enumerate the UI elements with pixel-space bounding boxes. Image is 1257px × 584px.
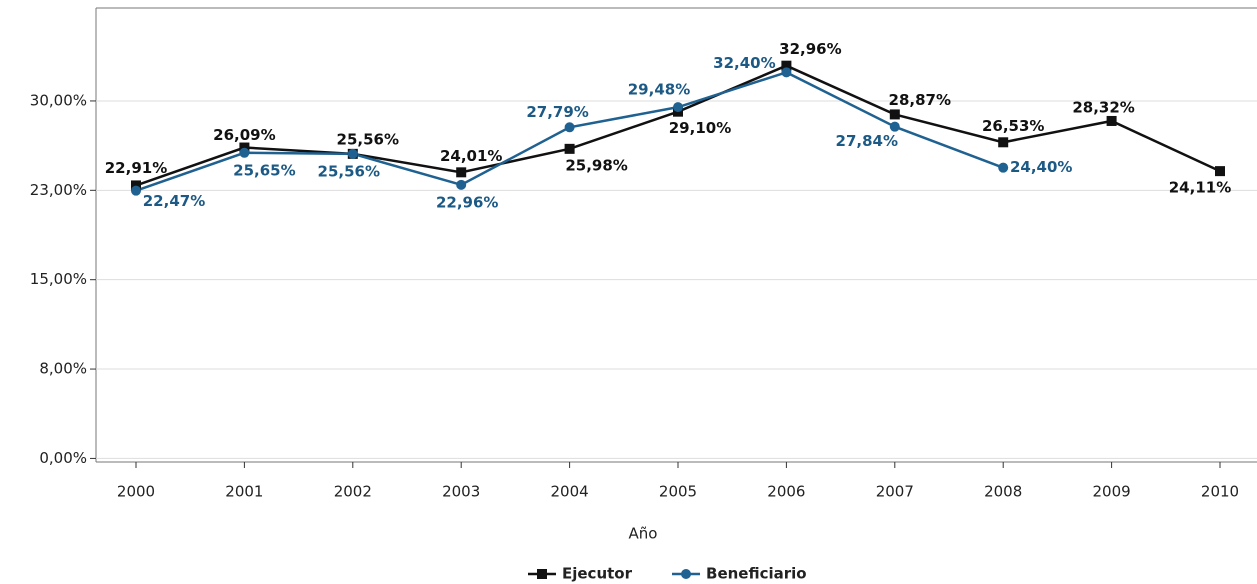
marker (1215, 166, 1225, 177)
x-tick-label: 2010 (1201, 483, 1239, 501)
marker (456, 167, 467, 178)
value-label: 28,87% (889, 91, 951, 109)
marker (998, 137, 1009, 148)
marker (673, 102, 683, 113)
marker (131, 180, 141, 191)
value-label: 29,10% (669, 119, 731, 137)
value-label: 22,96% (436, 193, 498, 211)
value-label: 29,48% (628, 81, 690, 99)
marker (998, 162, 1009, 173)
x-tick-label: 2003 (442, 483, 480, 501)
legend-marker (537, 569, 547, 579)
value-label: 32,40% (713, 54, 775, 72)
legend-label: Beneficiario (706, 565, 807, 583)
value-label: 24,01% (440, 147, 502, 165)
value-label: 32,96% (779, 40, 841, 58)
marker (564, 143, 575, 154)
marker (1106, 115, 1117, 126)
value-label: 27,84% (836, 132, 898, 150)
marker (239, 147, 250, 158)
marker (564, 122, 575, 133)
x-tick-label: 2009 (1093, 483, 1131, 501)
value-label: 24,11% (1169, 179, 1231, 197)
y-tick-label: 23,00% (30, 181, 87, 199)
x-tick-label: 2007 (876, 483, 914, 501)
x-tick-label: 2004 (551, 483, 589, 501)
marker (781, 60, 792, 71)
value-label: 26,09% (213, 126, 275, 144)
value-label: 24,40% (1010, 158, 1072, 176)
value-label: 25,56% (318, 162, 380, 180)
marker (456, 179, 467, 190)
x-tick-label: 2001 (225, 483, 263, 501)
x-tick-label: 2002 (334, 483, 372, 501)
value-label: 25,56% (337, 130, 399, 148)
marker (131, 185, 141, 196)
value-label: 28,32% (1072, 98, 1134, 116)
y-tick-label: 8,00% (39, 360, 87, 378)
marker (239, 142, 250, 153)
y-tick-label: 30,00% (30, 91, 87, 109)
value-label: 26,53% (982, 117, 1044, 135)
x-tick-label: 2008 (984, 483, 1022, 501)
legend-label: Ejecutor (562, 565, 633, 583)
y-tick-label: 15,00% (30, 270, 87, 288)
value-label: 22,47% (143, 192, 205, 210)
marker (889, 121, 900, 132)
x-axis-title: Año (629, 525, 658, 543)
marker (347, 148, 358, 159)
y-tick-label: 0,00% (39, 449, 87, 467)
x-tick-label: 2005 (659, 483, 697, 501)
value-label: 22,91% (105, 159, 167, 177)
marker (781, 67, 792, 78)
value-label: 25,65% (233, 161, 295, 179)
value-label: 27,79% (526, 103, 588, 121)
x-tick-label: 2000 (117, 483, 155, 501)
x-tick-label: 2006 (767, 483, 805, 501)
value-label: 25,98% (565, 156, 627, 174)
legend-marker (681, 569, 692, 579)
marker (889, 109, 900, 120)
